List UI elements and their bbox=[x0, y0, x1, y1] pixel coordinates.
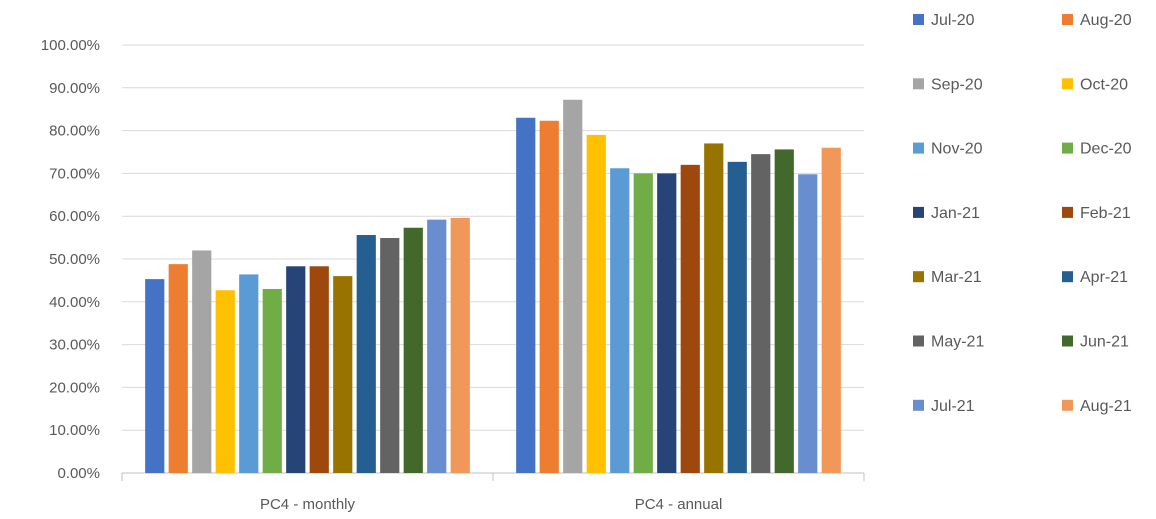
bar bbox=[727, 161, 747, 473]
bar bbox=[309, 266, 329, 473]
bar bbox=[704, 143, 724, 473]
legend-label: Mar-21 bbox=[931, 269, 982, 286]
legend-swatch bbox=[1062, 271, 1073, 283]
legend-swatch bbox=[913, 142, 924, 154]
legend-label: Nov-20 bbox=[931, 141, 983, 158]
legend-label: Jun-21 bbox=[1080, 334, 1129, 351]
bar bbox=[516, 117, 536, 473]
y-tick-label: 70.00% bbox=[49, 165, 100, 182]
legend-swatch bbox=[913, 399, 924, 411]
y-tick-label: 30.00% bbox=[49, 337, 100, 354]
bar bbox=[239, 274, 259, 473]
legend-swatch bbox=[1062, 142, 1073, 154]
bar bbox=[215, 290, 235, 473]
legend-swatch bbox=[1062, 78, 1073, 90]
y-tick-label: 90.00% bbox=[49, 80, 100, 97]
legend-swatch bbox=[913, 78, 924, 90]
legend-swatch bbox=[1062, 206, 1073, 218]
bar bbox=[586, 134, 606, 473]
bar bbox=[403, 227, 423, 473]
legend-swatch bbox=[913, 271, 924, 283]
legend-label: Apr-21 bbox=[1080, 269, 1128, 286]
legend-label: Aug-20 bbox=[1080, 12, 1132, 29]
bar bbox=[657, 173, 677, 473]
legend-swatch bbox=[1062, 14, 1073, 25]
x-axis: PC4 - monthly PC4 - annual bbox=[121, 473, 865, 513]
x-tick-label: PC4 - annual bbox=[635, 496, 723, 513]
bar bbox=[380, 238, 400, 473]
legend-label: Dec-20 bbox=[1080, 141, 1132, 158]
bar bbox=[680, 164, 700, 473]
y-tick-label: 60.00% bbox=[49, 208, 100, 225]
legend-label: Oct-20 bbox=[1080, 76, 1128, 93]
y-tick-label: 0.00% bbox=[57, 465, 100, 482]
bar bbox=[633, 173, 653, 473]
y-tick-label: 80.00% bbox=[49, 123, 100, 140]
legend-label: Jul-20 bbox=[931, 12, 975, 29]
bars bbox=[145, 99, 841, 474]
y-axis: 0.00% 10.00% 20.00% 30.00% 40.00% 50.00% 60.00… bbox=[41, 37, 100, 482]
bar bbox=[192, 250, 212, 473]
bar bbox=[774, 149, 794, 473]
bar bbox=[145, 279, 165, 473]
legend-label: Jul-21 bbox=[931, 398, 975, 415]
y-tick-label: 10.00% bbox=[49, 422, 100, 439]
bar bbox=[356, 235, 376, 473]
legend-swatch bbox=[913, 206, 924, 218]
legend-label: Jan-21 bbox=[931, 205, 980, 222]
bar bbox=[262, 288, 282, 473]
y-tick-label: 20.00% bbox=[49, 379, 100, 396]
bar bbox=[539, 120, 559, 474]
y-tick-label: 100.00% bbox=[41, 37, 100, 54]
legend-label: Feb-21 bbox=[1080, 205, 1131, 222]
legend-label: Sep-20 bbox=[931, 76, 983, 93]
bar bbox=[610, 168, 630, 474]
x-tick-label: PC4 - monthly bbox=[260, 496, 356, 513]
legend-swatch bbox=[913, 335, 924, 347]
legend: Jul-20 Aug-20 Sep-20 Oct-20 Nov-20 Dec-20 Jan-… bbox=[913, 12, 1132, 415]
bar bbox=[798, 174, 818, 474]
y-tick-label: 40.00% bbox=[49, 294, 100, 311]
legend-label: May-21 bbox=[931, 334, 984, 351]
legend-swatch bbox=[1062, 335, 1073, 347]
bar bbox=[450, 217, 470, 473]
bar bbox=[168, 264, 188, 473]
bar bbox=[333, 276, 353, 473]
bar bbox=[427, 219, 447, 473]
legend-swatch bbox=[1062, 399, 1073, 411]
bar bbox=[563, 99, 583, 473]
legend-label: Aug-21 bbox=[1080, 398, 1132, 415]
y-tick-label: 50.00% bbox=[49, 251, 100, 268]
bar bbox=[821, 147, 841, 473]
legend-swatch bbox=[913, 14, 924, 25]
bar bbox=[751, 154, 771, 473]
bar bbox=[286, 266, 306, 473]
